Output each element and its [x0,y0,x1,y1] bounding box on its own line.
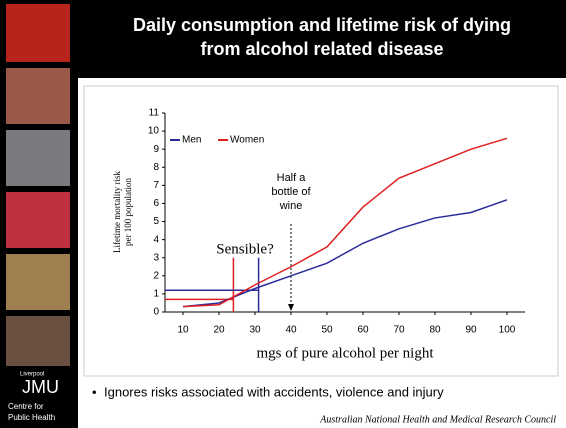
x-tick-label: 90 [465,325,477,336]
logo-sub: Public Health [8,413,55,422]
source: Australian National Health and Medical R… [319,414,556,425]
logo: JMU [22,377,59,397]
sidebar-image [6,192,70,248]
y-tick-label: 7 [153,180,159,191]
y-tick-label: 2 [153,270,159,281]
sidebar-image [6,4,70,62]
y-tick-label: 3 [153,252,159,263]
y-tick-label: 6 [153,198,159,209]
x-tick-label: 10 [177,325,189,336]
sidebar-image [6,130,70,186]
x-axis-label: mgs of pure alcohol per night [256,345,434,361]
sidebar-image [6,68,70,124]
y-tick-label: 10 [148,126,160,137]
x-tick-label: 80 [429,325,441,336]
y-axis-label: per 100 population [123,178,133,246]
sidebar-image [6,316,70,366]
annotation-text: Half a [277,172,307,184]
y-tick-label: 11 [149,108,160,119]
y-axis-label: Lifetime mortality risk [112,171,122,253]
y-tick-label: 1 [153,289,159,300]
y-tick-label: 8 [153,162,159,173]
legend-label: Women [230,135,264,146]
x-tick-label: 50 [321,325,333,336]
x-tick-label: 20 [213,325,225,336]
y-tick-label: 5 [153,216,159,227]
x-tick-label: 30 [249,325,261,336]
x-tick-label: 60 [357,325,369,336]
bullet: • [92,384,97,399]
sidebar-image [6,254,70,310]
x-tick-label: 40 [285,325,297,336]
x-tick-label: 70 [393,325,405,336]
reference-label: Sensible? [216,241,274,257]
annotation-text: bottle of [271,186,311,198]
y-tick-label: 4 [153,234,159,245]
x-tick-label: 100 [499,325,516,336]
y-tick-label: 0 [153,307,159,318]
bullet-text: Ignores risks associated with accidents,… [104,384,444,399]
slide: Liverpool JMU Centre for Public Health D… [0,0,566,428]
annotation-text: wine [279,200,303,212]
logo-sub: Centre for [8,402,44,411]
legend-label: Men [182,135,201,146]
y-tick-label: 9 [153,144,159,155]
